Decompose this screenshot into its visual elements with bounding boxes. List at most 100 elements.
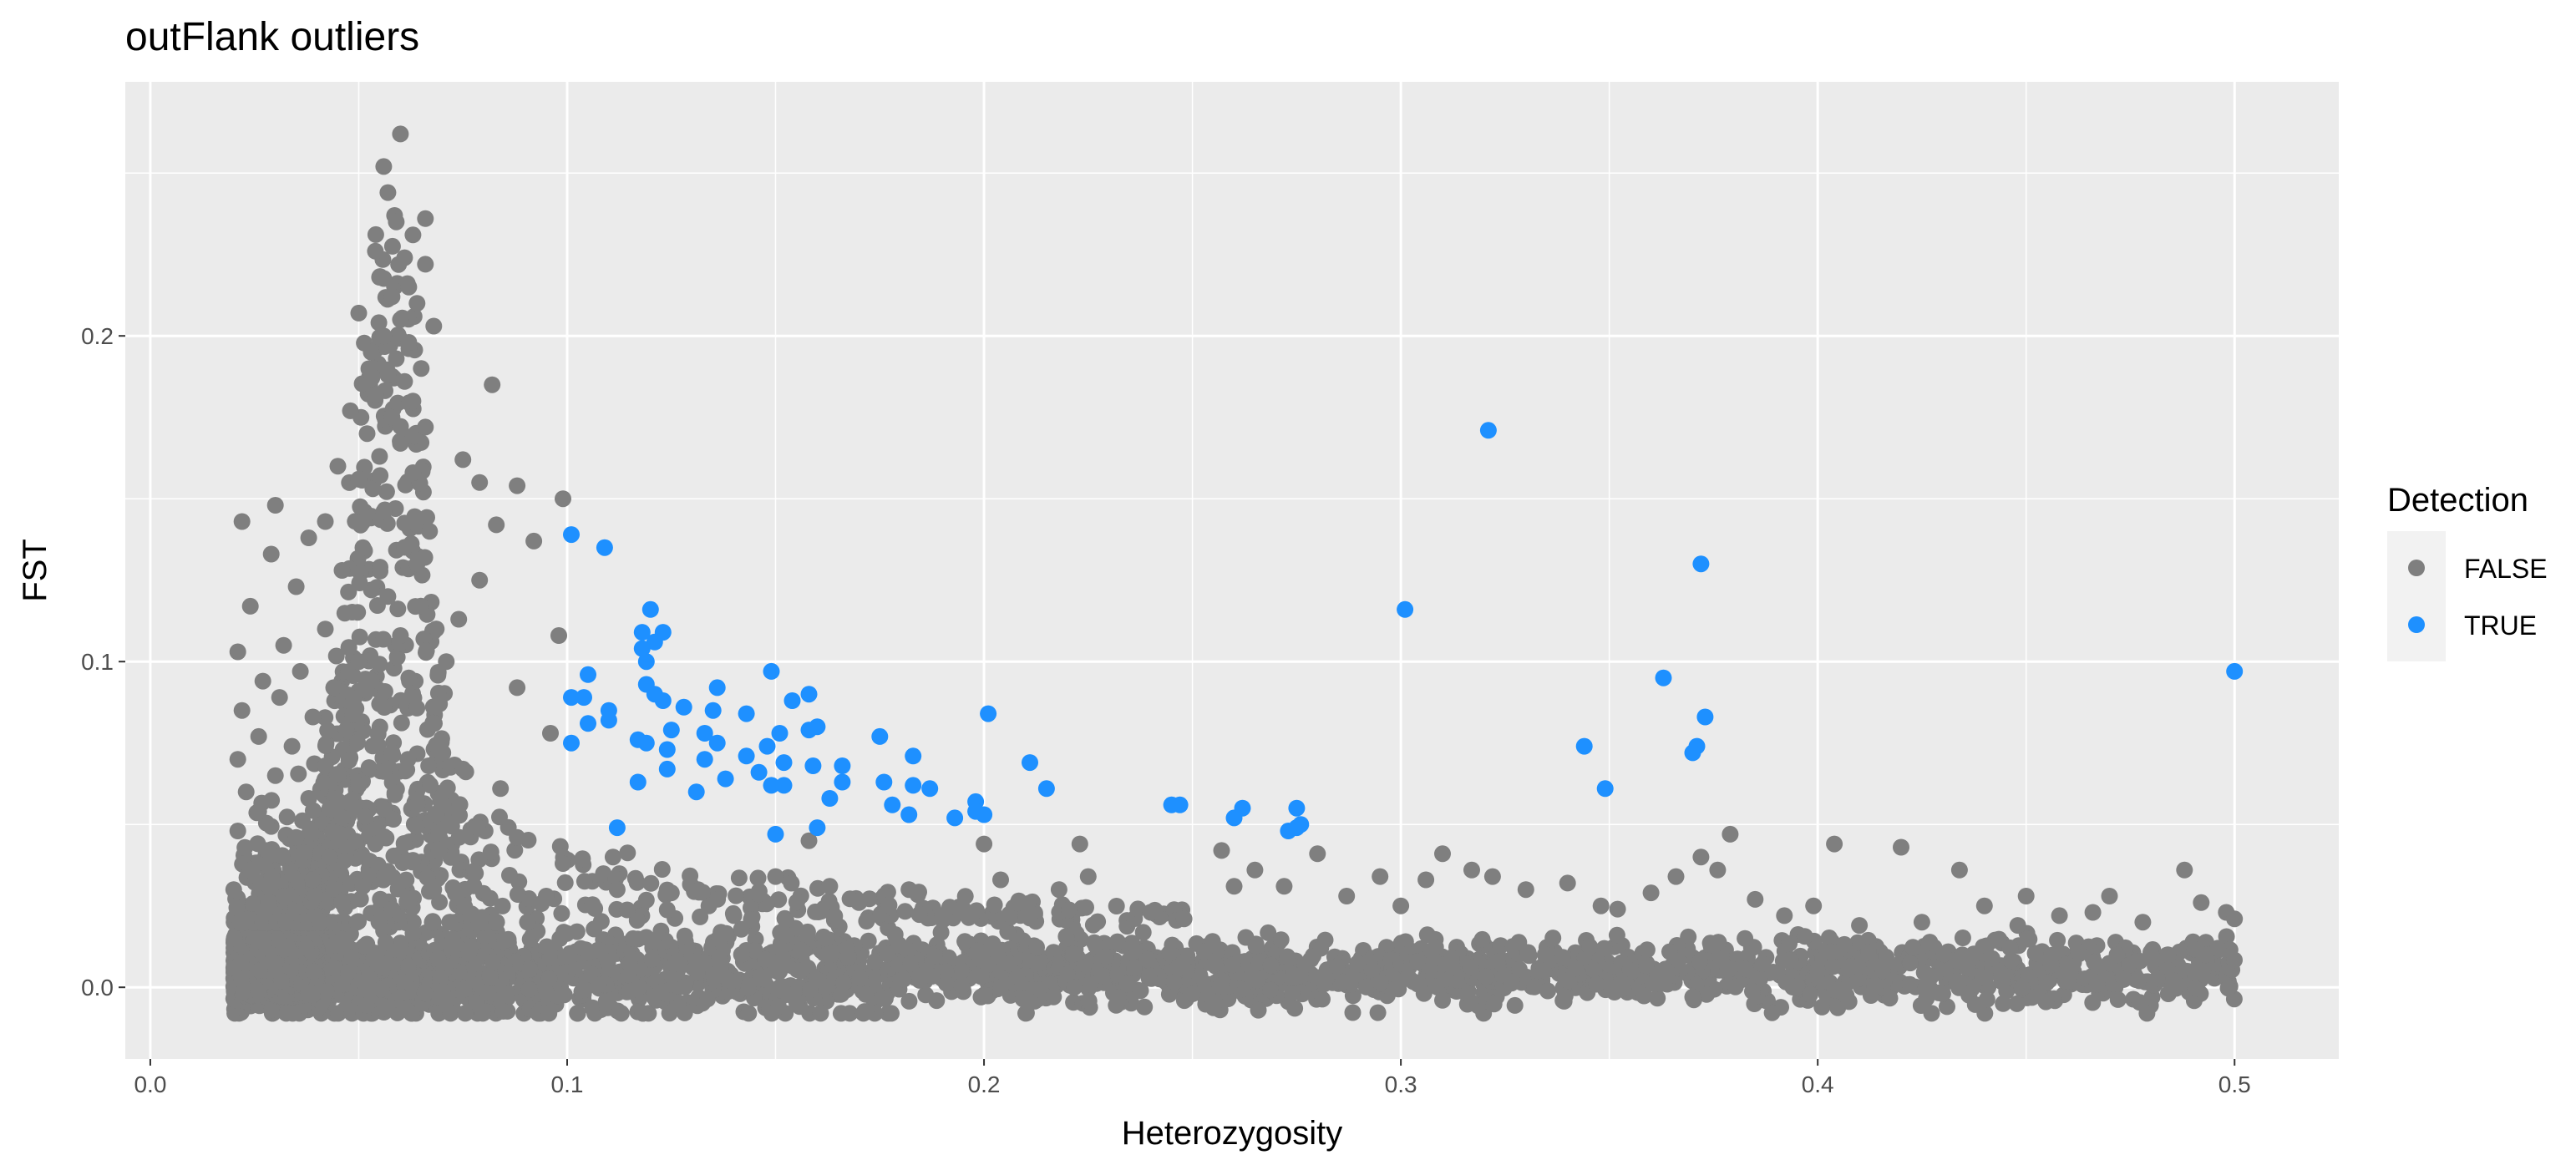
scatter-point-true — [637, 653, 655, 671]
scatter-point-false — [235, 984, 252, 1001]
scatter-point-false — [408, 555, 426, 573]
scatter-point-false — [733, 946, 750, 963]
scatter-point-false — [1473, 930, 1491, 948]
scatter-point-false — [1836, 935, 1853, 953]
x-tick-label: 0.4 — [1802, 1071, 1834, 1097]
scatter-point-false — [408, 699, 426, 717]
scatter-point-false — [1372, 974, 1389, 991]
scatter-point-false — [429, 950, 447, 967]
scatter-point-false — [1954, 930, 1971, 946]
scatter-point-false — [509, 679, 526, 697]
scatter-point-false — [2176, 861, 2193, 879]
scatter-point-false — [438, 653, 455, 671]
scatter-point-false — [521, 960, 539, 978]
y-axis: 0.0 0.1 0.2 — [81, 323, 125, 1000]
scatter-point-false — [233, 513, 251, 530]
scatter-point-false — [494, 897, 511, 914]
scatter-point-false — [671, 955, 688, 973]
scatter-point-false — [1929, 964, 1946, 981]
scatter-point-false — [229, 823, 246, 839]
scatter-point-false — [1220, 990, 1237, 1007]
scatter-point-false — [555, 986, 573, 1004]
scatter-point-false — [354, 539, 372, 556]
scatter-point-false — [1244, 966, 1261, 984]
scatter-point-false — [233, 971, 251, 989]
scatter-point-false — [1409, 953, 1427, 970]
scatter-point-false — [1126, 960, 1143, 976]
scatter-point-true — [1696, 708, 1714, 726]
scatter-point-false — [576, 981, 593, 999]
scatter-point-false — [250, 727, 267, 745]
scatter-point-false — [1086, 934, 1103, 951]
scatter-point-false — [1860, 944, 1877, 960]
scatter-point-false — [1081, 977, 1098, 995]
scatter-point-false — [375, 327, 393, 345]
scatter-point-false — [2049, 931, 2066, 949]
scatter-point-false — [1559, 972, 1576, 990]
scatter-point-false — [1519, 944, 1537, 961]
scatter-point-false — [367, 835, 384, 853]
scatter-point-false — [375, 762, 393, 780]
scatter-point-false — [900, 992, 918, 1010]
x-axis: 0.0 0.1 0.2 0.3 0.4 0.5 — [134, 1059, 2251, 1097]
scatter-point-false — [937, 963, 955, 980]
scatter-point-false — [519, 914, 536, 931]
scatter-point-true — [800, 686, 818, 703]
scatter-point-false — [329, 458, 347, 475]
scatter-point-false — [376, 1000, 393, 1017]
legend-key-background — [2387, 531, 2446, 661]
scatter-point-false — [584, 896, 601, 914]
series-false-points — [225, 125, 2244, 1022]
scatter-point-false — [457, 1005, 474, 1022]
scatter-point-false — [392, 627, 409, 644]
scatter-point-false — [932, 924, 950, 941]
scatter-point-true — [775, 777, 793, 794]
scatter-point-false — [233, 702, 251, 719]
scatter-point-false — [1191, 967, 1209, 985]
scatter-point-false — [375, 503, 393, 520]
scatter-point-false — [1141, 967, 1158, 985]
scatter-point-false — [1001, 955, 1017, 972]
scatter-point-false — [262, 545, 280, 563]
scatter-point-false — [1014, 990, 1032, 1008]
scatter-point-false — [396, 514, 413, 532]
scatter-point-false — [1108, 933, 1126, 950]
scatter-point-false — [1032, 981, 1049, 999]
scatter-point-false — [404, 852, 422, 869]
legend-title: Detection — [2387, 482, 2528, 519]
scatter-point-false — [1309, 845, 1326, 863]
scatter-point-false — [278, 808, 296, 826]
scatter-point-false — [377, 934, 394, 951]
scatter-point-false — [525, 532, 543, 550]
scatter-point-false — [506, 842, 524, 859]
scatter-point-false — [689, 881, 707, 899]
scatter-point-false — [708, 967, 726, 985]
legend-label-false: FALSE — [2464, 554, 2548, 584]
scatter-point-false — [2186, 940, 2203, 958]
scatter-point-false — [619, 844, 636, 862]
scatter-point-false — [400, 669, 418, 686]
scatter-point-false — [371, 656, 388, 673]
scatter-point-true — [980, 705, 997, 722]
scatter-point-false — [1901, 975, 1919, 993]
scatter-point-false — [509, 477, 526, 494]
scatter-point-false — [1060, 901, 1078, 919]
scatter-point-false — [1246, 861, 1264, 879]
scatter-point-false — [821, 878, 839, 895]
scatter-point-false — [1581, 938, 1599, 955]
scatter-point-false — [350, 470, 368, 488]
scatter-point-false — [1050, 881, 1067, 899]
scatter-point-false — [2070, 943, 2087, 960]
scatter-point-false — [1224, 944, 1241, 961]
scatter-point-false — [1078, 899, 1094, 916]
scatter-point-false — [937, 975, 955, 992]
scatter-point-false — [1058, 965, 1076, 983]
scatter-point-false — [2115, 970, 2132, 988]
scatter-point-false — [652, 984, 670, 1001]
scatter-point-false — [383, 408, 401, 426]
scatter-point-false — [352, 498, 369, 515]
scatter-point-false — [417, 256, 434, 273]
scatter-point-false — [1314, 990, 1331, 1008]
scatter-point-false — [1813, 998, 1831, 1016]
scatter-point-false — [1021, 909, 1038, 927]
